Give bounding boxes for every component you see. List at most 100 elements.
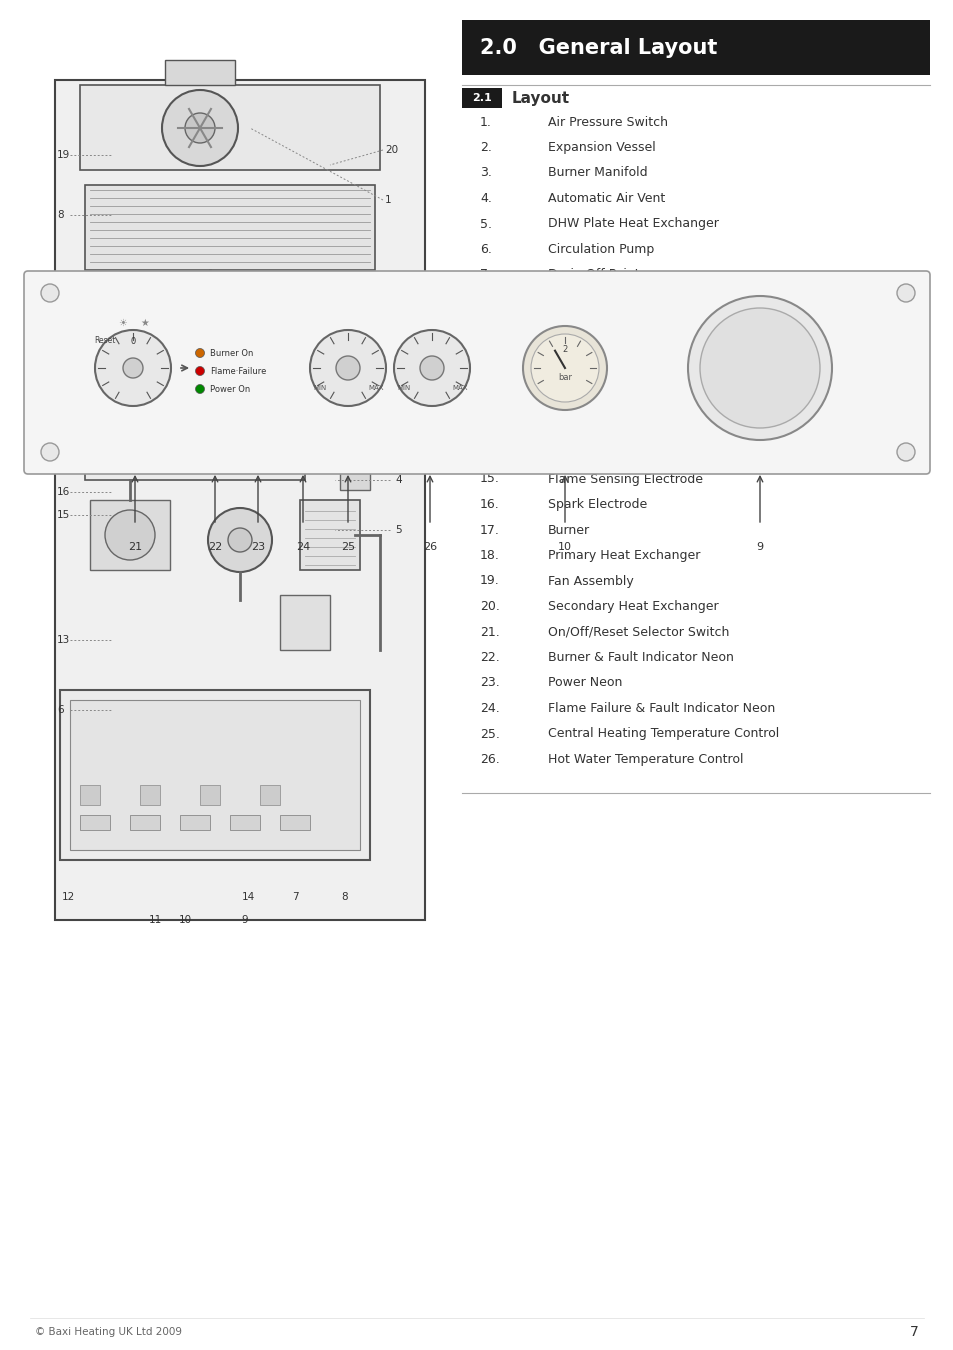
Circle shape xyxy=(95,329,171,406)
Text: 5.: 5. xyxy=(479,217,492,231)
Text: 17.: 17. xyxy=(479,524,499,536)
Text: 25.: 25. xyxy=(479,728,499,741)
Circle shape xyxy=(123,358,143,378)
Text: 11.: 11. xyxy=(479,370,499,383)
Bar xyxy=(230,815,260,830)
Bar xyxy=(260,784,280,805)
Text: Layout: Layout xyxy=(512,90,570,105)
Circle shape xyxy=(310,329,386,406)
Text: 2: 2 xyxy=(395,364,401,375)
Text: Control PCB: Control PCB xyxy=(547,370,621,383)
Bar xyxy=(90,500,170,570)
Bar xyxy=(80,85,379,170)
Text: 9: 9 xyxy=(241,915,248,925)
Text: 10.: 10. xyxy=(479,346,499,358)
Text: 2.0   General Layout: 2.0 General Layout xyxy=(479,38,717,58)
Text: bar: bar xyxy=(558,374,572,382)
Text: 10: 10 xyxy=(558,541,572,552)
Text: 7: 7 xyxy=(292,892,298,902)
Text: On/Off/Reset Selector Switch: On/Off/Reset Selector Switch xyxy=(547,625,729,639)
Bar xyxy=(60,690,370,860)
Text: 17: 17 xyxy=(57,450,71,460)
Text: 23.: 23. xyxy=(479,676,499,690)
Bar xyxy=(461,20,929,76)
Bar xyxy=(200,784,220,805)
Text: © Baxi Heating UK Ltd 2009: © Baxi Heating UK Ltd 2009 xyxy=(35,1327,182,1336)
Text: 15.: 15. xyxy=(479,472,499,486)
Text: 6: 6 xyxy=(57,705,64,716)
Text: Fan Assembly: Fan Assembly xyxy=(547,575,633,587)
Text: 0: 0 xyxy=(131,338,135,346)
Text: Safety Pressure Relief Valve: Safety Pressure Relief Valve xyxy=(547,294,722,306)
Text: 7: 7 xyxy=(909,1324,918,1339)
Text: Flame Failure & Fault Indicator Neon: Flame Failure & Fault Indicator Neon xyxy=(547,702,775,716)
Text: Condensate Trap: Condensate Trap xyxy=(547,447,653,460)
Circle shape xyxy=(41,284,59,302)
Text: 6.: 6. xyxy=(479,243,492,256)
Text: 12.: 12. xyxy=(479,396,499,409)
Circle shape xyxy=(700,308,820,428)
Bar xyxy=(85,185,375,270)
Text: Circulation Pump: Circulation Pump xyxy=(547,243,654,256)
Circle shape xyxy=(105,510,154,560)
Text: Burner & Fault Indicator Neon: Burner & Fault Indicator Neon xyxy=(547,651,733,664)
Text: 8: 8 xyxy=(57,211,64,220)
Text: 2.1: 2.1 xyxy=(472,93,492,103)
Circle shape xyxy=(195,348,204,358)
Text: Control Box: Control Box xyxy=(547,396,619,409)
Text: 20: 20 xyxy=(385,144,397,155)
Circle shape xyxy=(185,113,214,143)
Text: Air Pressure Switch: Air Pressure Switch xyxy=(547,116,667,128)
Circle shape xyxy=(531,333,598,402)
FancyBboxPatch shape xyxy=(24,271,929,474)
Text: 16.: 16. xyxy=(479,498,499,512)
Text: 24: 24 xyxy=(295,541,310,552)
Text: 4.: 4. xyxy=(479,192,492,205)
Bar xyxy=(55,80,424,919)
Circle shape xyxy=(335,356,359,379)
Text: ★: ★ xyxy=(140,319,150,328)
Text: 16: 16 xyxy=(57,487,71,497)
Bar xyxy=(85,425,305,481)
Circle shape xyxy=(162,90,237,166)
Bar xyxy=(80,815,110,830)
Text: MIN: MIN xyxy=(313,385,326,391)
Text: 21: 21 xyxy=(128,541,142,552)
Text: Burner: Burner xyxy=(547,524,590,536)
Text: 15: 15 xyxy=(57,510,71,520)
Text: 10: 10 xyxy=(178,915,192,925)
Text: 12: 12 xyxy=(62,892,75,902)
Bar xyxy=(461,88,501,108)
Text: Secondary Heat Exchanger: Secondary Heat Exchanger xyxy=(547,599,718,613)
Circle shape xyxy=(228,528,252,552)
Text: MIN: MIN xyxy=(397,385,410,391)
Circle shape xyxy=(394,329,470,406)
Bar xyxy=(140,784,160,805)
Text: 19.: 19. xyxy=(479,575,499,587)
Text: Reset: Reset xyxy=(94,336,115,346)
Text: 18.: 18. xyxy=(479,549,499,562)
Text: MAX: MAX xyxy=(452,385,467,391)
Text: 13.: 13. xyxy=(479,421,499,435)
Text: Primary Heat Exchanger: Primary Heat Exchanger xyxy=(547,549,700,562)
Bar xyxy=(85,290,305,420)
Text: 11: 11 xyxy=(149,915,161,925)
Text: 24.: 24. xyxy=(479,702,499,716)
Text: 25: 25 xyxy=(340,541,355,552)
Bar xyxy=(130,815,160,830)
Text: 21.: 21. xyxy=(479,625,499,639)
Circle shape xyxy=(896,443,914,460)
Bar xyxy=(280,815,310,830)
Text: 26: 26 xyxy=(422,541,436,552)
Text: 4: 4 xyxy=(395,475,401,485)
Circle shape xyxy=(896,284,914,302)
Bar xyxy=(180,815,210,830)
Text: 3.: 3. xyxy=(479,166,492,180)
Circle shape xyxy=(41,443,59,460)
Text: 5: 5 xyxy=(395,525,401,535)
Text: 8: 8 xyxy=(341,892,348,902)
Text: DHW Plate Heat Exchanger: DHW Plate Heat Exchanger xyxy=(547,217,719,231)
Text: 7.: 7. xyxy=(479,269,492,282)
Text: 9.: 9. xyxy=(479,320,492,332)
Circle shape xyxy=(419,356,443,379)
